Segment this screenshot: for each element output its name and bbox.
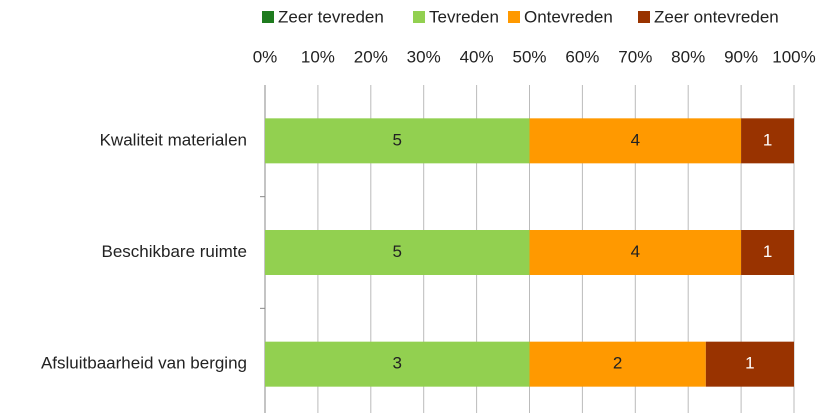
legend-swatch [638,11,650,23]
bar-segment [265,118,530,164]
y-tick-label: Afsluitbaarheid van berging [41,354,247,373]
x-tick-label: 100% [772,47,815,66]
x-tick-label: 50% [512,47,546,66]
x-tick-label: 0% [253,47,278,66]
bar-segment [265,341,530,387]
bar-segment [529,341,706,387]
legend-label: Zeer ontevreden [654,7,779,26]
bar-segment [265,230,530,275]
legend-swatch [413,11,425,23]
data-label: 1 [763,242,772,261]
data-label: 1 [745,354,754,373]
x-tick-label: 90% [724,47,758,66]
legend-swatch [508,11,520,23]
x-tick-label: 70% [618,47,652,66]
x-tick-label: 60% [565,47,599,66]
bar-segment [705,341,794,387]
legend-label: Tevreden [429,7,499,26]
data-label: 3 [393,354,402,373]
x-tick-label: 20% [354,47,388,66]
bar-segment [741,118,794,164]
y-tick-label: Kwaliteit materialen [100,130,247,149]
bar-segment [741,230,794,275]
x-tick-label: 30% [407,47,441,66]
data-label: 2 [613,354,622,373]
legend-swatch [262,11,274,23]
x-tick-label: 80% [671,47,705,66]
bar-segment [529,230,742,275]
data-label: 1 [763,130,772,149]
x-tick-label: 10% [301,47,335,66]
bar-segment [529,118,742,164]
data-label: 4 [631,242,640,261]
x-tick-label: 40% [460,47,494,66]
data-label: 5 [393,130,402,149]
legend-label: Ontevreden [524,7,613,26]
y-tick-label: Beschikbare ruimte [101,242,247,261]
data-label: 5 [393,242,402,261]
legend-label: Zeer tevreden [278,7,384,26]
data-label: 4 [631,130,640,149]
